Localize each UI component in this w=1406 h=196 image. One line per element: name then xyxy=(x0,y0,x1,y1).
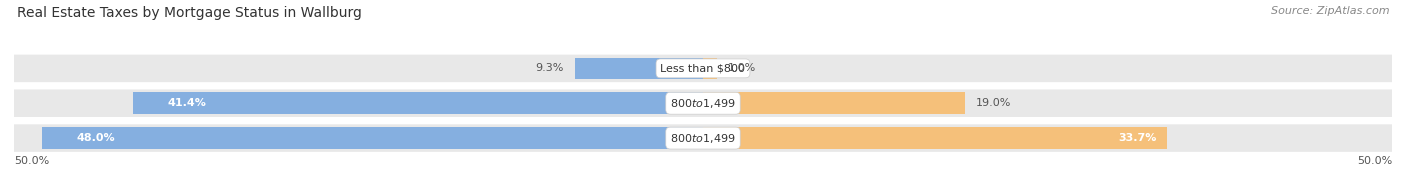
Bar xyxy=(575,58,703,79)
Text: Less than $800: Less than $800 xyxy=(661,63,745,73)
FancyBboxPatch shape xyxy=(14,55,1392,82)
Bar xyxy=(42,127,703,149)
FancyBboxPatch shape xyxy=(14,89,1392,117)
Bar xyxy=(703,58,717,79)
Text: 1.0%: 1.0% xyxy=(728,63,756,73)
Text: 33.7%: 33.7% xyxy=(1118,133,1156,143)
Bar xyxy=(703,93,965,114)
Text: Real Estate Taxes by Mortgage Status in Wallburg: Real Estate Taxes by Mortgage Status in … xyxy=(17,6,361,20)
Text: 19.0%: 19.0% xyxy=(976,98,1011,108)
Text: $800 to $1,499: $800 to $1,499 xyxy=(671,97,735,110)
Text: 9.3%: 9.3% xyxy=(536,63,564,73)
Text: 41.4%: 41.4% xyxy=(167,98,205,108)
Text: 48.0%: 48.0% xyxy=(76,133,115,143)
Text: $800 to $1,499: $800 to $1,499 xyxy=(671,132,735,145)
Text: 50.0%: 50.0% xyxy=(14,156,49,166)
FancyBboxPatch shape xyxy=(14,124,1392,152)
Bar xyxy=(132,93,703,114)
Text: 50.0%: 50.0% xyxy=(1357,156,1392,166)
Text: Source: ZipAtlas.com: Source: ZipAtlas.com xyxy=(1271,6,1389,16)
Bar xyxy=(703,127,1167,149)
